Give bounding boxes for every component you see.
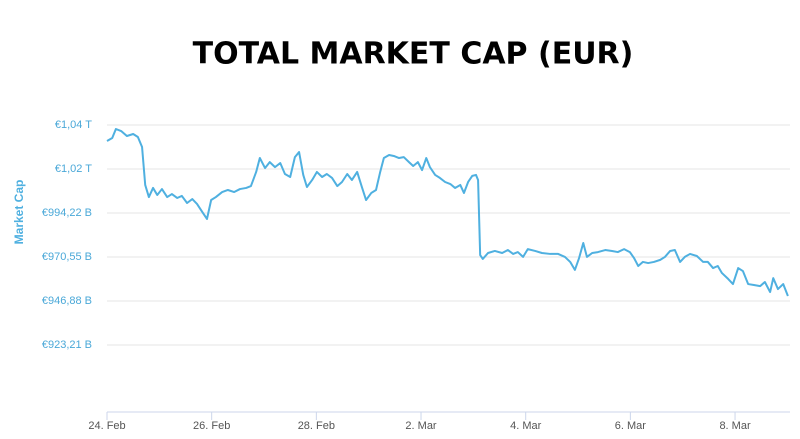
chart-title: TOTAL MARKET CAP (EUR) <box>193 37 634 72</box>
y-tick-label: €946,88 B <box>42 295 92 307</box>
x-tick-label: 6. Mar <box>615 420 647 432</box>
x-tick-label: 26. Feb <box>193 420 230 432</box>
x-tick-label: 28. Feb <box>298 420 335 432</box>
x-tick-label: 4. Mar <box>510 420 542 432</box>
y-tick-label: €970,55 B <box>42 251 92 263</box>
x-tick-label: 2. Mar <box>405 420 437 432</box>
line <box>106 127 789 297</box>
x-tick-label: 8. Mar <box>719 420 751 432</box>
y-tick-label: €1,04 T <box>55 119 92 131</box>
y-axis-label: Market Cap <box>12 180 26 245</box>
x-tick-label: 24. Feb <box>88 420 125 432</box>
y-tick-label: €994,22 B <box>42 207 92 219</box>
y-tick-label: €1,02 T <box>55 163 92 175</box>
y-tick-label: €923,21 B <box>42 339 92 351</box>
